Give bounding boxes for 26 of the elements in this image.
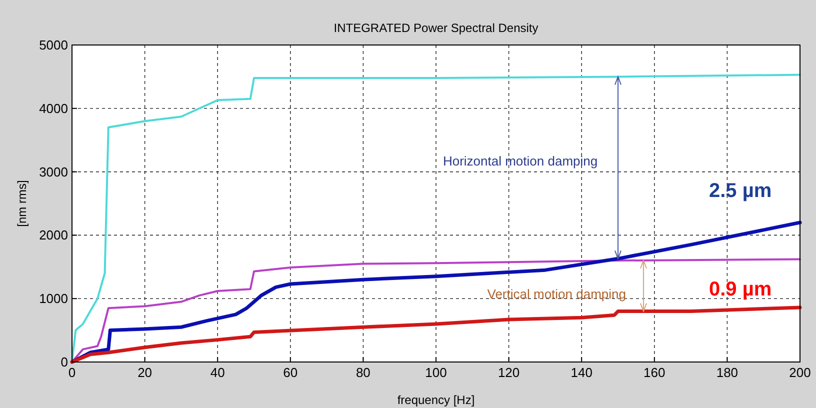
y-tick-label: 4000 [39,100,68,116]
x-axis-title: frequency [Hz] [397,393,475,407]
line-series [71,74,801,363]
x-tick-label: 40 [210,365,225,380]
annotation: Vertical motion damping [487,286,626,302]
x-tick-label: 100 [425,365,447,380]
y-tick-label: 5000 [39,38,68,52]
x-tick-label: 180 [716,365,738,380]
line-series [70,306,802,364]
y-axis-title: [nm rms] [15,180,29,227]
chart-title: INTEGRATED Power Spectral Density [334,21,538,35]
x-tick-label: 20 [138,365,152,380]
annotation: Horizontal motion damping [442,153,598,168]
y-tick-label: 2000 [39,228,68,243]
x-tick-label: 200 [789,365,811,380]
x-tick-label: 80 [356,365,370,380]
annotation: 2.5 µm [708,180,772,202]
annotation: 0.9 µm [708,278,772,300]
x-tick-label: 160 [644,365,666,380]
y-tick-label: 1000 [39,291,68,306]
line-series [70,220,802,364]
x-tick-label: 60 [283,365,298,380]
x-tick-label: 120 [498,365,520,380]
y-tick-label: 0 [60,354,68,370]
y-tick-label: 3000 [39,164,68,180]
x-tick-label: 140 [570,365,592,380]
